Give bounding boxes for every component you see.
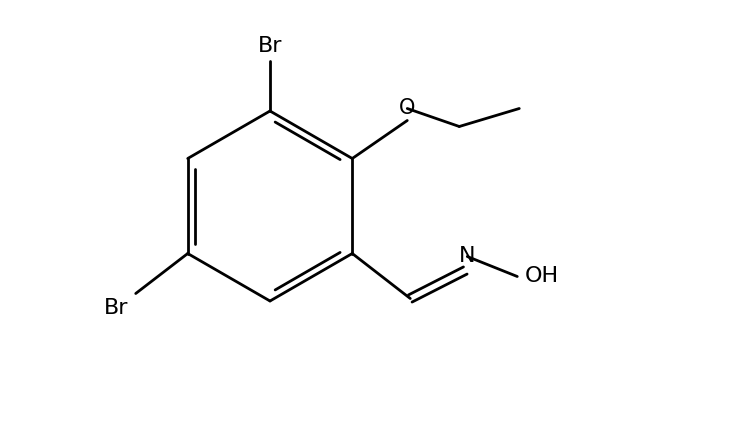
Text: O: O xyxy=(399,98,415,118)
Text: OH: OH xyxy=(525,267,560,287)
Text: Br: Br xyxy=(258,36,282,56)
Text: Br: Br xyxy=(103,297,128,317)
Text: N: N xyxy=(459,247,476,267)
